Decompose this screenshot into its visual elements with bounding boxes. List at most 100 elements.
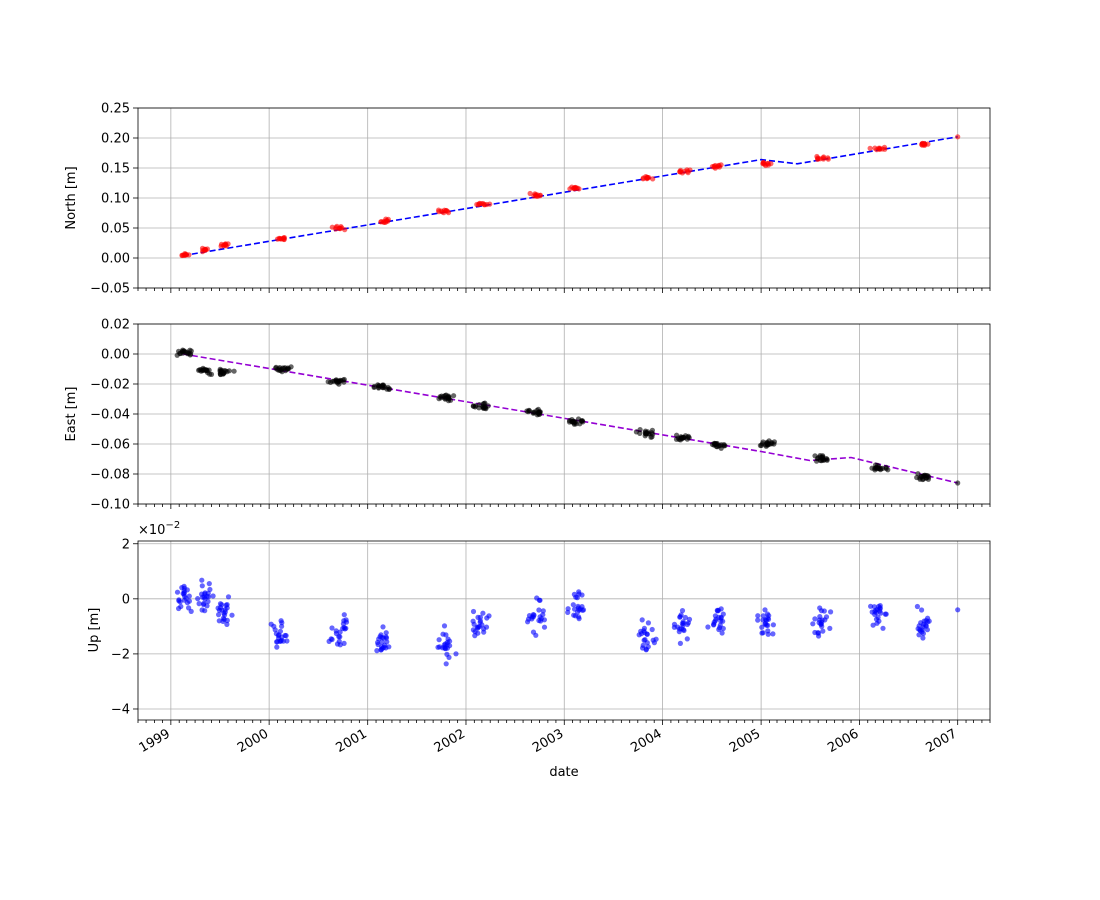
up-data-point (565, 606, 571, 612)
up-data-point (762, 607, 768, 613)
up-data-point (880, 625, 886, 631)
up-offset-label: ×10−2 (138, 520, 180, 538)
up-data-point (869, 609, 875, 615)
up-data-point (679, 608, 686, 614)
east-data-point (176, 348, 182, 354)
north-data-point (576, 186, 582, 192)
up-data-point (920, 635, 926, 641)
east-data-point (436, 396, 442, 402)
up-data-point (282, 632, 288, 639)
north-data-point (821, 154, 827, 160)
up-data-point (221, 616, 227, 623)
east-y-tick-label: −0.04 (90, 408, 130, 423)
up-data-point (770, 631, 776, 637)
up-data-point (377, 634, 383, 640)
north-panel: −0.05 0.00 0.05 0.10 0.15 0.20 0.25 (90, 102, 991, 297)
up-data-point (765, 628, 771, 634)
up-data-point (174, 589, 181, 595)
up-data-point (484, 615, 490, 621)
up-data-point (919, 607, 925, 613)
north-data-point (761, 161, 768, 167)
up-data-point (378, 646, 384, 653)
up-data-point (822, 617, 828, 623)
east-data-point (276, 366, 282, 372)
north-data-point (919, 142, 925, 148)
up-data-point (268, 621, 274, 627)
east-scatter-points (174, 347, 961, 486)
up-data-point (645, 620, 652, 626)
up-data-point (279, 623, 285, 629)
up-data-point (755, 613, 761, 619)
x-axis-label: date (549, 765, 578, 780)
up-data-point (926, 618, 932, 624)
up-data-point (576, 589, 582, 595)
north-y-tick-label: 0.10 (101, 192, 130, 207)
up-data-point (336, 638, 342, 644)
up-data-point (343, 619, 350, 625)
north-data-point (534, 192, 540, 198)
east-data-point (288, 364, 294, 370)
up-data-point (329, 625, 335, 631)
up-data-point (677, 640, 684, 647)
up-data-point (914, 603, 921, 610)
up-data-point (641, 625, 648, 632)
up-data-point (870, 622, 876, 628)
up-data-point (677, 614, 683, 620)
east-data-point (470, 403, 476, 409)
north-data-point (677, 169, 683, 175)
up-data-point (470, 618, 476, 624)
up-data-point (682, 614, 689, 621)
up-data-point (206, 581, 212, 587)
up-data-point (272, 627, 278, 633)
up-data-point (641, 637, 647, 643)
east-data-point (371, 383, 377, 390)
up-data-point (720, 611, 726, 617)
up-data-point (184, 600, 190, 606)
up-data-point (868, 603, 874, 609)
up-data-point (207, 586, 213, 593)
up-scatter-points (174, 577, 961, 667)
east-data-point (765, 442, 771, 448)
north-data-point (179, 252, 185, 258)
up-data-point (201, 602, 207, 608)
east-axes-frame (137, 323, 991, 505)
up-data-point (681, 627, 687, 634)
up-data-point (675, 624, 681, 630)
up-data-point (277, 628, 283, 634)
east-data-point (649, 427, 656, 433)
up-data-point (918, 620, 924, 626)
east-data-point (637, 430, 643, 436)
up-data-point (541, 624, 548, 630)
up-data-point (196, 601, 202, 607)
up-data-point (441, 623, 448, 629)
up-data-point (760, 613, 767, 619)
east-data-point (180, 350, 186, 356)
east-y-tick-label: 0.02 (101, 318, 130, 333)
north-y-tick-label: 0.00 (101, 252, 130, 267)
up-data-point (470, 627, 476, 633)
up-data-point (343, 625, 349, 631)
north-data-point (955, 134, 961, 140)
east-data-point (644, 430, 650, 436)
north-data-point (438, 208, 444, 214)
up-data-point (759, 630, 765, 636)
up-data-point (224, 621, 230, 628)
up-data-point (447, 638, 453, 644)
up-data-point (770, 622, 777, 628)
up-data-point (536, 607, 542, 613)
north-data-point (650, 176, 656, 182)
east-y-tick-label: −0.10 (90, 498, 130, 513)
up-data-point (375, 641, 381, 648)
east-data-point (200, 365, 206, 371)
up-data-point (217, 601, 224, 607)
east-data-point (530, 410, 537, 416)
up-data-point (210, 593, 216, 599)
up-data-point (720, 618, 726, 624)
up-data-point (333, 628, 339, 634)
up-data-point (176, 605, 182, 612)
up-data-point (812, 629, 818, 636)
east-data-point (333, 377, 339, 383)
east-data-point (883, 464, 889, 470)
